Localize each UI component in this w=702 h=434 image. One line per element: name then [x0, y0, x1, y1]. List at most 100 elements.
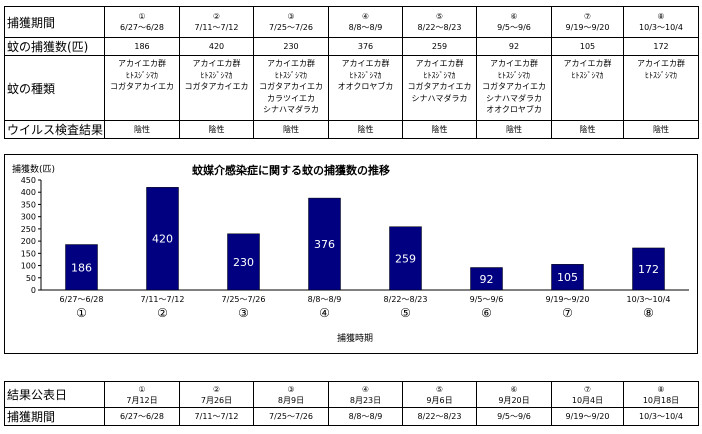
publish-date: 8月23日 — [349, 395, 382, 405]
capture-trend-chart: 捕獲数(匹) 蚊媒介感染症に関する蚊の捕獲数の推移 捕獲時期 0 50 100 150… — [4, 154, 698, 354]
period-number: ⑤ — [435, 12, 444, 21]
publish-row-label: 結果公表日 — [4, 381, 105, 408]
y-tick-label: 250 — [21, 225, 36, 234]
period-number: ④ — [361, 12, 370, 21]
count-cell: 420 — [179, 37, 254, 56]
period-cell: ③ 7/25～7/26 — [253, 6, 329, 38]
x-tick-number: ② — [157, 306, 168, 320]
y-tick-label: 300 — [21, 213, 36, 222]
species-cell: アカイエカ群 ﾋﾄｽｼﾞｼﾏｶ オオクロヤブカ — [328, 55, 403, 121]
chart-ylabel: 捕獲数(匹) — [12, 163, 55, 175]
species-cell: アカイエカ群 ﾋﾄｽｼﾞｼﾏｶ — [623, 55, 699, 121]
publish-cell: ⑤ 9月6日 — [402, 381, 477, 408]
period-text: 7/25～7/26 — [269, 23, 313, 32]
period-cell: ④ 8/8～8/9 — [328, 6, 403, 38]
period-cell: ① 6/27～6/28 — [104, 6, 180, 38]
bar-data-label: 92 — [480, 273, 494, 286]
period-number: ① — [138, 12, 146, 21]
period-cell: ⑧ 10/3～10/4 — [623, 6, 699, 38]
publish-date: 9月20日 — [498, 395, 530, 405]
species-name: ﾋﾄｽｼﾞｼﾏｶ — [423, 70, 456, 80]
bottom-period-row-label: 捕獲期間 — [4, 407, 105, 426]
chart-title: 蚊媒介感染症に関する蚊の捕獲数の推移 — [192, 163, 390, 177]
species-name: アカイエカ群 — [118, 59, 166, 68]
species-name: ﾋﾄｽｼﾞｼﾏｶ — [126, 70, 158, 80]
bottom-period-row: 捕獲期間 6/27～6/28 7/11～7/12 7/25～7/26 8/8～8… — [4, 407, 699, 426]
period-text: 7/11～7/12 — [194, 23, 239, 32]
x-tick-label: 7/25～7/26 — [222, 295, 266, 304]
period-cell: 6/27～6/28 — [104, 407, 180, 426]
period-number: ⑥ — [510, 384, 518, 394]
species-name: コガタアカイエカ — [259, 82, 323, 91]
x-tick-number: ⑧ — [643, 306, 654, 320]
virus-result-cell: 陰性 — [253, 120, 329, 139]
plot-area: 0 50 100 150 200 250 300 350 400 450 186 6/27～6/28 ①… — [21, 176, 689, 320]
species-name: オオクロヤブカ — [486, 105, 542, 114]
bar-data-label: 186 — [71, 261, 92, 274]
period-row-label: 捕獲期間 — [4, 6, 105, 38]
species-name: ﾋﾄｽｼﾞｼﾏｶ — [645, 70, 677, 80]
x-tick-number: ⑦ — [562, 306, 573, 320]
count-cell: 259 — [402, 37, 477, 56]
bar — [551, 264, 584, 291]
virus-result-cell: 陰性 — [476, 120, 552, 139]
species-name: シナハマダラカ — [263, 105, 319, 114]
publish-cell: ⑥ 9月20日 — [476, 381, 552, 408]
species-name: シナハマダラカ — [411, 93, 468, 103]
publish-date: 7月12日 — [126, 395, 158, 405]
virus-result-cell: 陰性 — [104, 120, 180, 139]
species-cell: アカイエカ群 ﾋﾄｽｼﾞｼﾏｶ コガタアカイエカ シナハマダラカ — [402, 55, 477, 121]
species-name: オオクロヤブカ — [337, 82, 394, 91]
count-cell: 92 — [476, 37, 552, 56]
x-tick-label: 7/11～7/12 — [141, 295, 185, 304]
x-tick-number: ④ — [319, 306, 330, 320]
period-text: 9/5～9/6 — [497, 23, 531, 32]
y-tick-label: 0 — [31, 286, 36, 295]
x-tick-label: 9/19～9/20 — [546, 295, 590, 304]
virus-row-label: ウイルス検査結果 — [4, 120, 105, 139]
species-cell: アカイエカ群 ﾋﾄｽｼﾞｼﾏｶ コガタアカイエカ カラツイエカ シナハマダラカ — [253, 55, 329, 121]
species-name: アカイエカ群 — [637, 59, 685, 68]
species-name: コガタアカイエカ — [407, 82, 472, 91]
period-number: ⑦ — [583, 12, 592, 21]
virus-result-cell: 陰性 — [328, 120, 403, 139]
bar-data-label: 420 — [152, 233, 173, 246]
publish-cell: ④ 8月23日 — [328, 381, 403, 408]
publish-date: 7月26日 — [200, 395, 233, 405]
count-cell: 230 — [253, 37, 329, 56]
bar-data-label: 172 — [638, 263, 659, 276]
period-cell: ⑥ 9/5～9/6 — [476, 6, 552, 38]
species-name: アカイエカ群 — [267, 59, 315, 68]
publish-cell: ② 7月26日 — [179, 381, 254, 408]
bar-data-label: 376 — [314, 238, 335, 251]
period-row: 捕獲期間 ① 6/27～6/28 ② 7/11～7/12 ③ 7/25～7/26 ④ 8… — [4, 6, 699, 38]
bar-data-label: 105 — [557, 271, 578, 284]
x-tick-number: ⑤ — [400, 306, 411, 320]
bar-data-label: 230 — [233, 256, 254, 269]
period-cell: ⑦ 9/19～9/20 — [551, 6, 624, 38]
species-name: アカイエカ群 — [192, 59, 241, 68]
capture-summary-table: 捕獲期間 ① 6/27～6/28 ② 7/11～7/12 ③ 7/25～7/26 ④ 8… — [4, 6, 699, 139]
period-text: 8/8～8/9 — [348, 23, 383, 32]
period-cell: 7/11～7/12 — [179, 407, 254, 426]
species-name: アカイエカ群 — [563, 59, 612, 68]
species-name: アカイエカ群 — [490, 59, 538, 68]
y-tick-label: 50 — [26, 274, 36, 283]
period-cell: 9/5～9/6 — [476, 407, 552, 426]
publish-date: 10月18日 — [642, 395, 680, 405]
count-row-label: 蚊の捕獲数(匹) — [4, 37, 105, 56]
period-number: ⑦ — [583, 384, 592, 394]
y-tick-label: 450 — [21, 176, 36, 185]
x-tick-number: ① — [76, 306, 87, 320]
period-text: 9/19～9/20 — [565, 23, 610, 32]
x-tick-label: 8/8～8/9 — [308, 295, 342, 304]
publication-schedule-table: 結果公表日 ① 7月12日 ② 7月26日 ③ 8月9日 ④ 8月23日 ⑤ 9月6日 ⑥… — [4, 381, 699, 426]
species-name: アカイエカ群 — [341, 59, 390, 68]
period-cell: 8/22～8/23 — [402, 407, 477, 426]
period-text: 10/3～10/4 — [639, 23, 683, 32]
period-number: ④ — [361, 384, 370, 394]
period-cell: ② 7/11～7/12 — [179, 6, 254, 38]
period-number: ② — [212, 12, 221, 21]
period-number: ① — [138, 384, 146, 394]
period-cell: 8/8～8/9 — [328, 407, 403, 426]
